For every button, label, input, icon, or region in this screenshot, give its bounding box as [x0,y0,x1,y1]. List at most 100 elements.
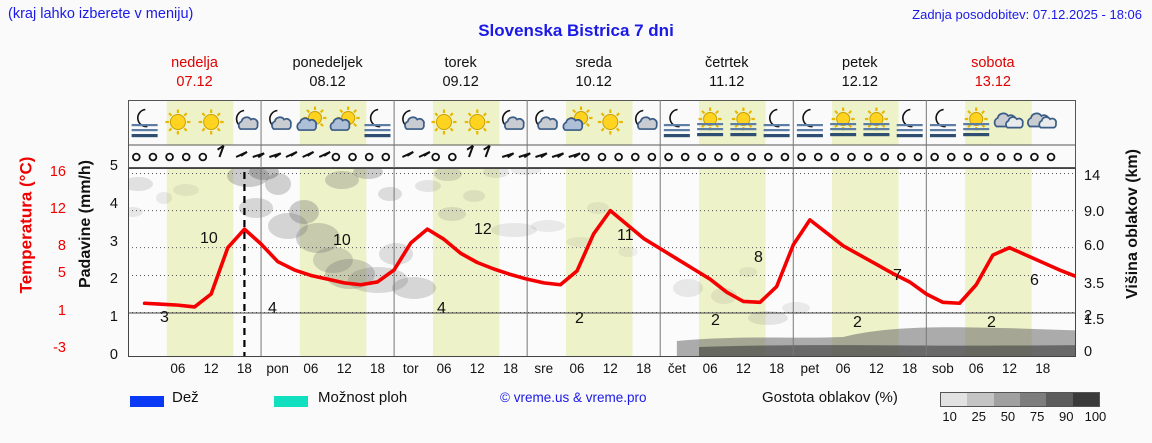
cloud-density-step [941,393,968,406]
precipitation-tick: 1 [109,309,118,326]
cloud-cover-blob [748,311,788,325]
day-name: nedelja [171,55,218,71]
cloud-height-tick: 3.5 [1084,276,1105,293]
cloud-cover-blob [265,173,291,195]
time-tick: sob [932,361,954,376]
temperature-value-label: 10 [200,230,218,247]
time-tick: pet [800,361,820,376]
cloud-density-step [1019,393,1047,406]
temperature-tick: 5 [57,265,66,282]
precipitation-tick: 0 [109,347,118,363]
wind-barb [714,152,723,162]
cloud-cover-blob [378,187,402,201]
temperature-tick: 8 [57,237,66,254]
wind-barb [348,152,357,162]
wind-barb [1030,152,1039,162]
weather-icon-moon-cloud [402,109,425,130]
weather-icon-sun-cloud [329,106,360,131]
weather-icon-moon-mist [796,108,823,138]
precipitation-tick: 4 [109,195,118,212]
cloud-density-legend-title: Gostota oblakov (%) [762,389,898,406]
wind-barb [913,152,923,162]
wind-barb [431,152,440,162]
wind-barb [930,152,939,162]
time-tick: 12 [203,361,219,376]
wind-barb [551,152,565,159]
weather-icon-sun [597,109,623,135]
day-date: 10.12 [575,74,612,90]
weather-icon-cloud [1027,112,1057,129]
low-cloud-deck-dense [699,345,1076,357]
cloud-height-tick: 14 [1084,168,1101,185]
wind-barb [797,152,806,162]
wind-barb [181,152,191,162]
wind-barb [664,152,673,162]
wind-barb [418,151,431,158]
cloud-cover-blob [227,168,269,187]
cloud-cover-blob [618,247,638,257]
cloud-cover-blob [289,200,319,224]
wind-barb [830,152,840,162]
legend-label-rain: Dež [172,389,199,406]
temperature-tick: -3 [53,339,66,356]
cloud-height-tick: 0 [1084,344,1093,361]
cloud-cover-blob [711,288,737,304]
temperature-value-label: 12 [474,221,492,238]
wind-barb [148,152,158,162]
cloud-density-tick: 10 [942,409,957,424]
weather-icon-moon-mist [663,108,690,138]
weather-icon-sun-cloud [296,106,327,131]
wind-barb [647,152,657,162]
time-tick: 18 [1035,361,1051,376]
temperature-tick: 12 [49,200,66,217]
time-tick: pon [266,361,289,376]
cloud-height-tick: 6.0 [1084,238,1105,255]
day-date: 09.12 [442,74,479,90]
temperature-value-label: 2 [853,314,862,331]
time-tick: 06 [303,361,319,376]
wind-barb [198,152,208,162]
weather-icon-band [128,100,1076,168]
time-tick: 12 [735,361,751,376]
weather-icon-moon-mist [929,108,956,138]
wind-barb [581,152,590,162]
cloud-density-step [993,393,1020,406]
cloud-density-step [967,393,994,406]
cloud-cover-blob [739,267,757,277]
wind-barb [483,144,491,158]
time-tick: 12 [868,361,884,376]
temperature-value-label: 3 [160,309,169,326]
copyright-link[interactable]: © vreme.us & vreme.pro [500,390,647,405]
wind-barb [680,152,690,162]
cloud-height-tick: 9.0 [1084,204,1105,221]
cloud-density-tick: 90 [1059,409,1074,424]
wind-barb [1013,152,1023,162]
wind-barb [448,152,457,162]
wind-barb [880,152,890,162]
cloud-density-tick: 25 [971,409,986,424]
wind-barb [747,152,756,162]
time-tick: 12 [1001,361,1017,376]
precipitation-tick: 2 [109,271,118,288]
day-name: petek [842,55,878,71]
day-name: sreda [575,55,612,71]
time-tick: 06 [968,361,984,376]
wind-barb [501,152,515,159]
cloud-cover-blob [587,202,609,214]
wind-barb [764,152,773,162]
time-tick: 18 [636,361,652,376]
legend-label-showers: Možnost ploh [318,389,408,406]
axis-title-temperature: Temperatura (°C) [16,156,36,294]
wind-barb [780,152,790,162]
day-header-četrtek: četrtek 11.12 [660,54,793,94]
legend-swatch-showers [274,396,308,407]
day-date: 12.12 [841,74,878,90]
cloud-cover-blob [491,223,537,237]
time-tick: 06 [170,361,186,376]
weather-icon-moon-cloud [501,109,525,130]
wind-barb [597,152,607,162]
wind-barb [813,152,823,162]
day-date: 11.12 [709,74,745,90]
day-name: ponedeljek [292,55,363,71]
